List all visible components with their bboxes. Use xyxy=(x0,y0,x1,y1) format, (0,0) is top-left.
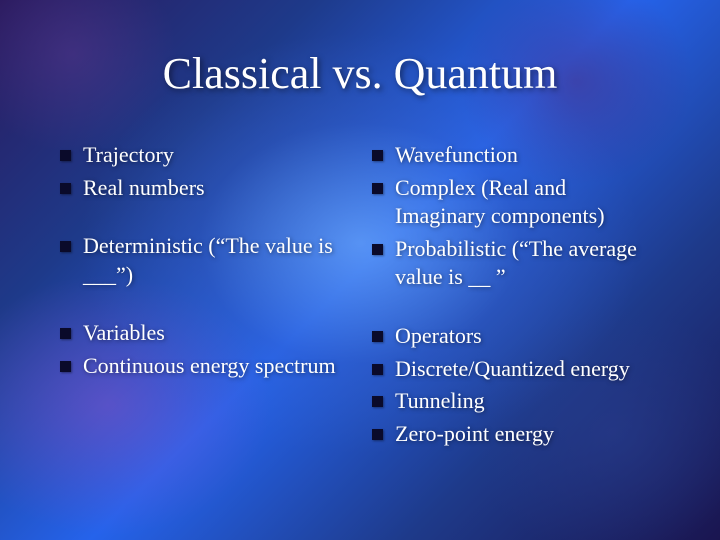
left-column: Trajectory Real numbers Deterministic (“… xyxy=(60,141,348,478)
left-group-1: Trajectory Real numbers xyxy=(60,141,348,202)
list-item: Complex (Real and Imaginary components) xyxy=(372,174,660,231)
right-group-1: Wavefunction Complex (Real and Imaginary… xyxy=(372,141,660,292)
square-bullet-icon xyxy=(60,361,71,372)
list-item: Trajectory xyxy=(60,141,348,170)
square-bullet-icon xyxy=(60,183,71,194)
square-bullet-icon xyxy=(372,364,383,375)
square-bullet-icon xyxy=(372,429,383,440)
square-bullet-icon xyxy=(372,244,383,255)
right-group-2: Operators Discrete/Quantized energy Tunn… xyxy=(372,322,660,448)
left-group-3: Variables Continuous energy spectrum xyxy=(60,319,348,380)
slide-title: Classical vs. Quantum xyxy=(60,48,660,99)
item-text: Continuous energy spectrum xyxy=(83,352,348,381)
list-item: Real numbers xyxy=(60,174,348,203)
square-bullet-icon xyxy=(372,331,383,342)
list-item: Wavefunction xyxy=(372,141,660,170)
list-item: Probabilistic (“The average value is __ … xyxy=(372,235,660,292)
square-bullet-icon xyxy=(372,150,383,161)
square-bullet-icon xyxy=(60,241,71,252)
item-text: Deterministic (“The value is ___”) xyxy=(83,232,348,289)
square-bullet-icon xyxy=(60,150,71,161)
item-text: Operators xyxy=(395,322,660,351)
list-item: Operators xyxy=(372,322,660,351)
item-text: Tunneling xyxy=(395,387,660,416)
list-item: Zero-point energy xyxy=(372,420,660,449)
item-text: Discrete/Quantized energy xyxy=(395,355,660,384)
left-group-2: Deterministic (“The value is ___”) xyxy=(60,232,348,289)
square-bullet-icon xyxy=(60,328,71,339)
list-item: Variables xyxy=(60,319,348,348)
item-text: Variables xyxy=(83,319,348,348)
list-item: Discrete/Quantized energy xyxy=(372,355,660,384)
item-text: Zero-point energy xyxy=(395,420,660,449)
right-column: Wavefunction Complex (Real and Imaginary… xyxy=(372,141,660,478)
item-text: Probabilistic (“The average value is __ … xyxy=(395,235,660,292)
square-bullet-icon xyxy=(372,396,383,407)
list-item: Tunneling xyxy=(372,387,660,416)
list-item: Continuous energy spectrum xyxy=(60,352,348,381)
item-text: Complex (Real and Imaginary components) xyxy=(395,174,660,231)
item-text: Wavefunction xyxy=(395,141,660,170)
item-text: Trajectory xyxy=(83,141,348,170)
columns-container: Trajectory Real numbers Deterministic (“… xyxy=(60,141,660,478)
square-bullet-icon xyxy=(372,183,383,194)
slide: Classical vs. Quantum Trajectory Real nu… xyxy=(0,0,720,540)
item-text: Real numbers xyxy=(83,174,348,203)
list-item: Deterministic (“The value is ___”) xyxy=(60,232,348,289)
